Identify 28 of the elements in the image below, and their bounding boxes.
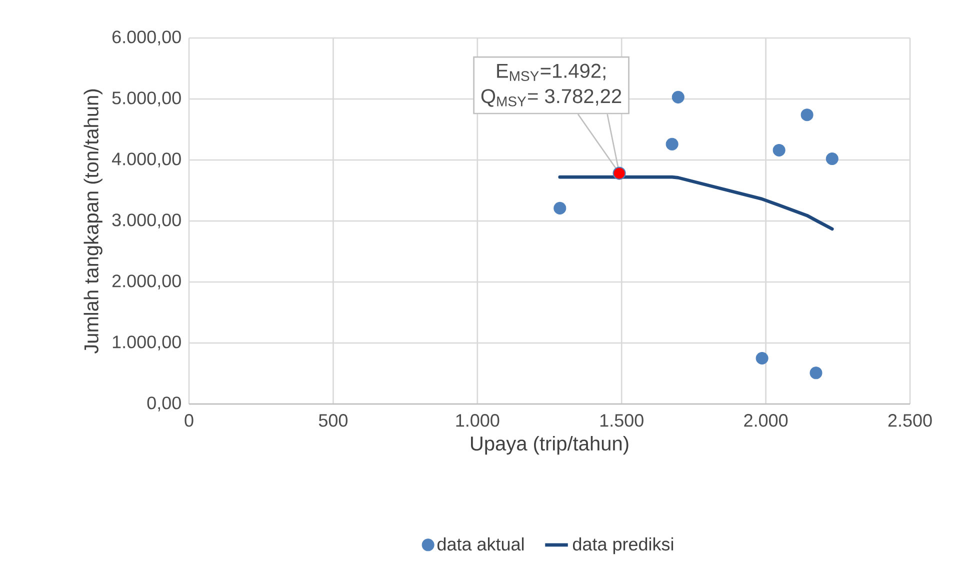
x-tick-label: 0 [184,414,194,427]
legend-label: data aktual [437,537,524,551]
x-tick-label: 1.000 [456,414,500,427]
y-tick-label: 6.000,00 [112,30,181,46]
point [672,90,684,104]
point [666,138,678,150]
point [554,202,566,214]
legend-label: data prediksi [572,537,674,554]
point [800,108,814,122]
y-tick-label: 0,00 [147,396,181,412]
x-tick-label: 1.500 [600,414,644,427]
y-tick-label: 3.000,00 [112,214,181,228]
y-tick-label: 5.000,00 [112,92,181,106]
y-tick-label: 1.000,00 [112,336,181,350]
point [810,366,822,380]
x-axis-title: Upaya (trip/tahun) [471,436,628,455]
y-axis-title: Jumlah tangkapan (ton/tahun) [84,89,102,354]
annotation: E$_{MSY}$=1.492; [497,64,606,82]
point [612,166,626,180]
y-tick-label: 4.000,00 [112,152,181,168]
point [826,152,838,166]
point [756,352,768,365]
x-tick-label: 500 [318,414,348,427]
annotation: Q$_{MSY}$= 3.782,22 [481,89,622,107]
x-tick-label: 2.500 [888,414,932,427]
point [772,144,786,157]
x-tick-label: 2.000 [744,414,788,427]
y-tick-label: 2.000,00 [112,274,181,290]
